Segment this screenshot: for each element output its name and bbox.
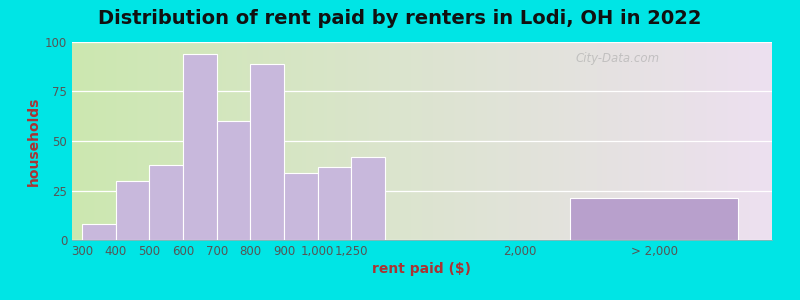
Bar	[82, 224, 116, 240]
Text: Distribution of rent paid by renters in Lodi, OH in 2022: Distribution of rent paid by renters in …	[98, 9, 702, 28]
Bar	[183, 54, 217, 240]
Bar	[318, 167, 351, 240]
Bar	[217, 121, 250, 240]
Bar	[116, 181, 150, 240]
Bar	[284, 173, 318, 240]
Bar	[150, 165, 183, 240]
Bar	[570, 198, 738, 240]
Bar	[250, 64, 284, 240]
Bar	[351, 157, 385, 240]
X-axis label: rent paid ($): rent paid ($)	[373, 262, 471, 276]
Y-axis label: households: households	[26, 96, 41, 186]
Text: City-Data.com: City-Data.com	[576, 52, 660, 65]
